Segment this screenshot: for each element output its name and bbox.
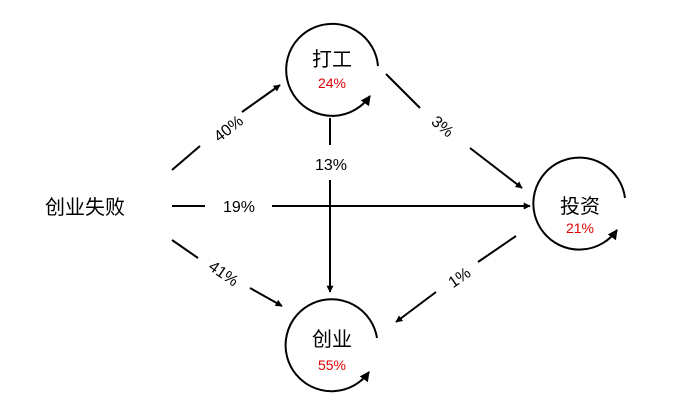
edge-label-invest-startup: 1% xyxy=(446,265,475,292)
edge-invest-startup-seg1 xyxy=(477,235,517,263)
start-node-label: 创业失败 xyxy=(45,196,125,219)
node-startup-pct: 55% xyxy=(318,357,346,373)
node-work-pct: 24% xyxy=(318,75,346,91)
edge-work-invest-seg2 xyxy=(469,147,523,189)
edge-label-start-work: 40% xyxy=(211,113,247,146)
edge-label-start-startup: 41% xyxy=(205,258,241,290)
edge-work-invest-seg1 xyxy=(385,73,421,109)
edge-label-start-invest: 19% xyxy=(223,199,255,216)
edge-label-work-startup: 13% xyxy=(315,157,347,174)
edge-start-startup-seg1 xyxy=(171,239,199,259)
edge-label-work-invest: 3% xyxy=(428,113,457,141)
node-invest-label: 投资 xyxy=(560,195,600,218)
node-startup-label: 创业 xyxy=(312,328,352,351)
edge-start-work-seg2 xyxy=(241,84,281,113)
edge-start-work-seg1 xyxy=(171,145,201,171)
node-work-label: 打工 xyxy=(312,48,352,71)
node-startup-circle xyxy=(284,298,378,393)
node-invest-circle xyxy=(532,156,626,251)
node-work-circle xyxy=(285,22,379,117)
node-invest-pct: 21% xyxy=(566,220,594,236)
edge-invest-startup-seg2 xyxy=(395,291,437,323)
edge-start-startup-seg2 xyxy=(249,287,283,307)
